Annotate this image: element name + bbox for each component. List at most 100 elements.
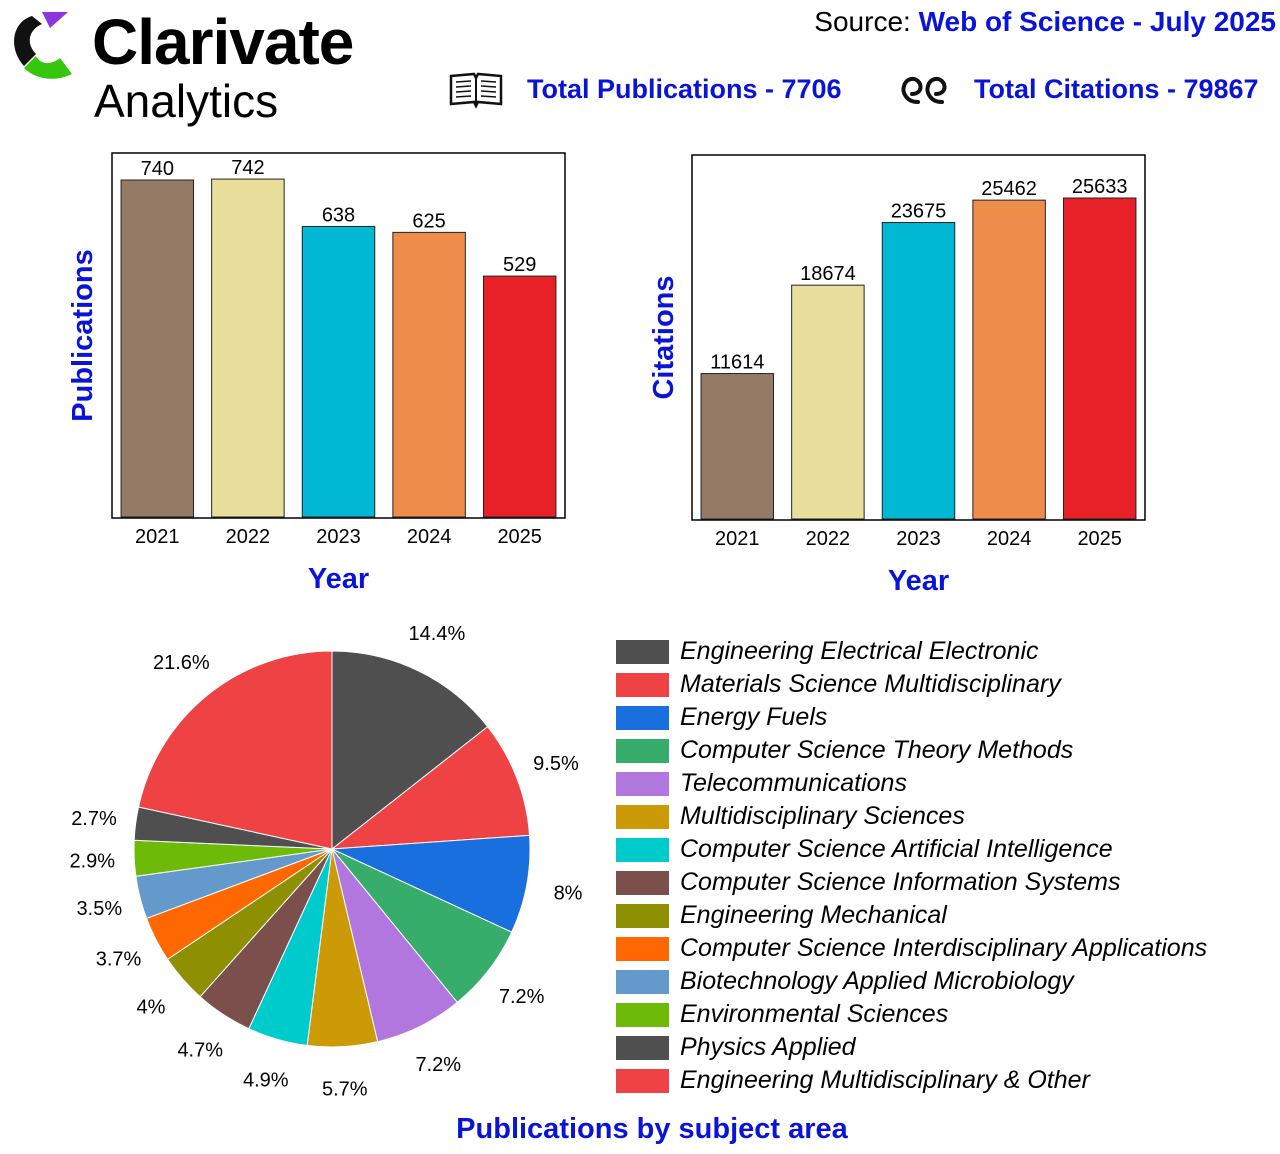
legend-label: Energy Fuels bbox=[680, 703, 828, 731]
pie-data-label-4: 7.2% bbox=[499, 986, 545, 1008]
legend-label: Engineering Multidisciplinary & Other bbox=[680, 1066, 1090, 1094]
logo-mark-icon bbox=[14, 12, 72, 79]
pie-data-label-8: 4.7% bbox=[177, 1040, 223, 1062]
legend-label: Computer Science Artificial Intelligence bbox=[680, 835, 1113, 863]
citations-tick-label-2022: 2022 bbox=[806, 528, 851, 550]
brand-name: Clarivate bbox=[92, 6, 354, 78]
publications-x-axis-label: Year bbox=[308, 563, 369, 595]
citations-tick-label-2025: 2025 bbox=[1077, 528, 1122, 550]
legend-item: Engineering Electrical Electronic bbox=[616, 635, 1207, 668]
publications-data-label-2022: 742 bbox=[231, 157, 264, 179]
publications-bar-2023 bbox=[301, 225, 376, 518]
book-icon bbox=[449, 72, 503, 109]
legend-swatch bbox=[616, 837, 669, 862]
citations-plot-frame bbox=[691, 154, 1146, 521]
publications-bar-2025 bbox=[482, 275, 557, 518]
citations-bar-2022 bbox=[791, 284, 865, 520]
pie-data-label-2: 9.5% bbox=[533, 753, 579, 775]
legend-swatch bbox=[616, 1068, 669, 1093]
publications-data-label-2021: 740 bbox=[141, 158, 174, 180]
pie-data-label-3: 8% bbox=[554, 882, 583, 904]
citations-bar-2024 bbox=[972, 199, 1046, 520]
pie-data-label-5: 7.2% bbox=[415, 1054, 461, 1076]
publications-tick-label-2024: 2024 bbox=[407, 526, 452, 548]
pie-slice-3 bbox=[331, 834, 531, 933]
citations-tick-label-2024: 2024 bbox=[987, 528, 1032, 550]
legend-swatch bbox=[616, 738, 669, 763]
publications-tick-label-2021: 2021 bbox=[135, 526, 180, 548]
legend-label: Computer Science Interdisciplinary Appli… bbox=[680, 934, 1208, 962]
subject-area-pie-chart: 14.4% 9.5% 8% 7.2% 7.2% 5.7% 4.9% 4.7% 4% 3.7% 3.5… bbox=[69, 623, 583, 1101]
legend-swatch bbox=[616, 969, 669, 994]
pie-data-label-1: 14.4% bbox=[409, 623, 466, 645]
citations-x-axis-label: Year bbox=[888, 565, 949, 597]
legend-label: Computer Science Theory Methods bbox=[680, 736, 1074, 764]
total-citations: Total Citations - 79867 bbox=[974, 74, 1259, 104]
legend-swatch bbox=[616, 672, 669, 697]
legend-label: Environmental Sciences bbox=[680, 1000, 949, 1028]
legend-item: Multidisciplinary Sciences bbox=[616, 800, 1207, 833]
legend-item: Biotechnology Applied Microbiology bbox=[616, 965, 1207, 998]
citations-bar-chart: 11614 2021 18674 2022 23675 2023 25462 2024 2563… bbox=[648, 154, 1146, 597]
citations-y-axis-label: Citations bbox=[648, 275, 680, 399]
publications-data-label-2025: 529 bbox=[503, 254, 536, 276]
pie-data-label-6: 5.7% bbox=[322, 1079, 368, 1101]
brand-subtitle: Analytics bbox=[94, 75, 279, 127]
legend-label: Multidisciplinary Sciences bbox=[680, 802, 965, 830]
publications-bar-chart: 740 2021 742 2022 638 2023 625 2024 529 2025 Year P… bbox=[67, 152, 566, 595]
source-line: Source: Web of Science - July 2025 bbox=[814, 6, 1276, 38]
publications-plot-frame bbox=[111, 152, 566, 519]
pie-data-label-7: 4.9% bbox=[243, 1070, 289, 1092]
legend-label: Engineering Mechanical bbox=[680, 901, 947, 929]
pie-slice-2 bbox=[330, 725, 531, 850]
quote-icon bbox=[901, 77, 947, 104]
pie-data-label-13: 2.7% bbox=[71, 808, 117, 830]
publications-bar-2021 bbox=[120, 179, 195, 518]
publications-tick-label-2023: 2023 bbox=[316, 526, 361, 548]
citations-bar-2021 bbox=[700, 373, 775, 520]
legend-label: Biotechnology Applied Microbiology bbox=[680, 967, 1074, 995]
pie-data-label-9: 4% bbox=[137, 997, 166, 1019]
pie-slice-1 bbox=[331, 650, 489, 851]
pie-chart-title: Publications by subject area bbox=[456, 1113, 848, 1145]
legend-label: Telecommunications bbox=[680, 769, 907, 797]
publications-tick-label-2025: 2025 bbox=[497, 526, 542, 548]
publications-data-label-2024: 625 bbox=[412, 210, 445, 232]
legend-label: Computer Science Information Systems bbox=[680, 868, 1121, 896]
citations-data-label-2021: 11614 bbox=[710, 352, 764, 374]
legend-swatch bbox=[616, 936, 669, 961]
legend-item: Environmental Sciences bbox=[616, 998, 1207, 1031]
legend-item: Computer Science Theory Methods bbox=[616, 734, 1207, 767]
legend-item: Engineering Multidisciplinary & Other bbox=[616, 1064, 1207, 1097]
legend-item: Energy Fuels bbox=[616, 701, 1207, 734]
pie-data-label-10: 3.7% bbox=[96, 949, 142, 971]
legend-item: Computer Science Information Systems bbox=[616, 866, 1207, 899]
pie-data-label-14: 21.6% bbox=[153, 652, 210, 674]
legend-swatch bbox=[616, 639, 669, 664]
legend-label: Physics Applied bbox=[680, 1033, 856, 1061]
legend-swatch bbox=[616, 903, 669, 928]
legend-label: Engineering Electrical Electronic bbox=[680, 637, 1039, 665]
publications-bar-2022 bbox=[211, 178, 285, 518]
legend-swatch bbox=[616, 1002, 669, 1027]
pie-slice-14 bbox=[137, 650, 333, 850]
citations-tick-label-2023: 2023 bbox=[896, 528, 941, 550]
legend-item: Physics Applied bbox=[616, 1031, 1207, 1064]
legend-swatch bbox=[616, 771, 669, 796]
legend-item: Computer Science Interdisciplinary Appli… bbox=[616, 932, 1207, 965]
citations-data-label-2025: 25633 bbox=[1072, 176, 1128, 198]
source-label: Source: bbox=[814, 6, 911, 37]
citations-tick-label-2021: 2021 bbox=[715, 528, 760, 550]
legend-item: Telecommunications bbox=[616, 767, 1207, 800]
citations-data-label-2023: 23675 bbox=[891, 201, 947, 223]
legend-item: Materials Science Multidisciplinary bbox=[616, 668, 1207, 701]
legend-swatch bbox=[616, 870, 669, 895]
pie-legend: Engineering Electrical Electronic Materia… bbox=[616, 635, 1207, 1097]
legend-swatch bbox=[616, 1035, 669, 1060]
source-value: Web of Science - July 2025 bbox=[918, 6, 1276, 37]
legend-swatch bbox=[616, 705, 669, 730]
legend-item: Computer Science Artificial Intelligence bbox=[616, 833, 1207, 866]
pie-data-label-11: 3.5% bbox=[77, 898, 123, 920]
publications-data-label-2023: 638 bbox=[322, 204, 355, 226]
publications-bar-2024 bbox=[392, 231, 466, 518]
